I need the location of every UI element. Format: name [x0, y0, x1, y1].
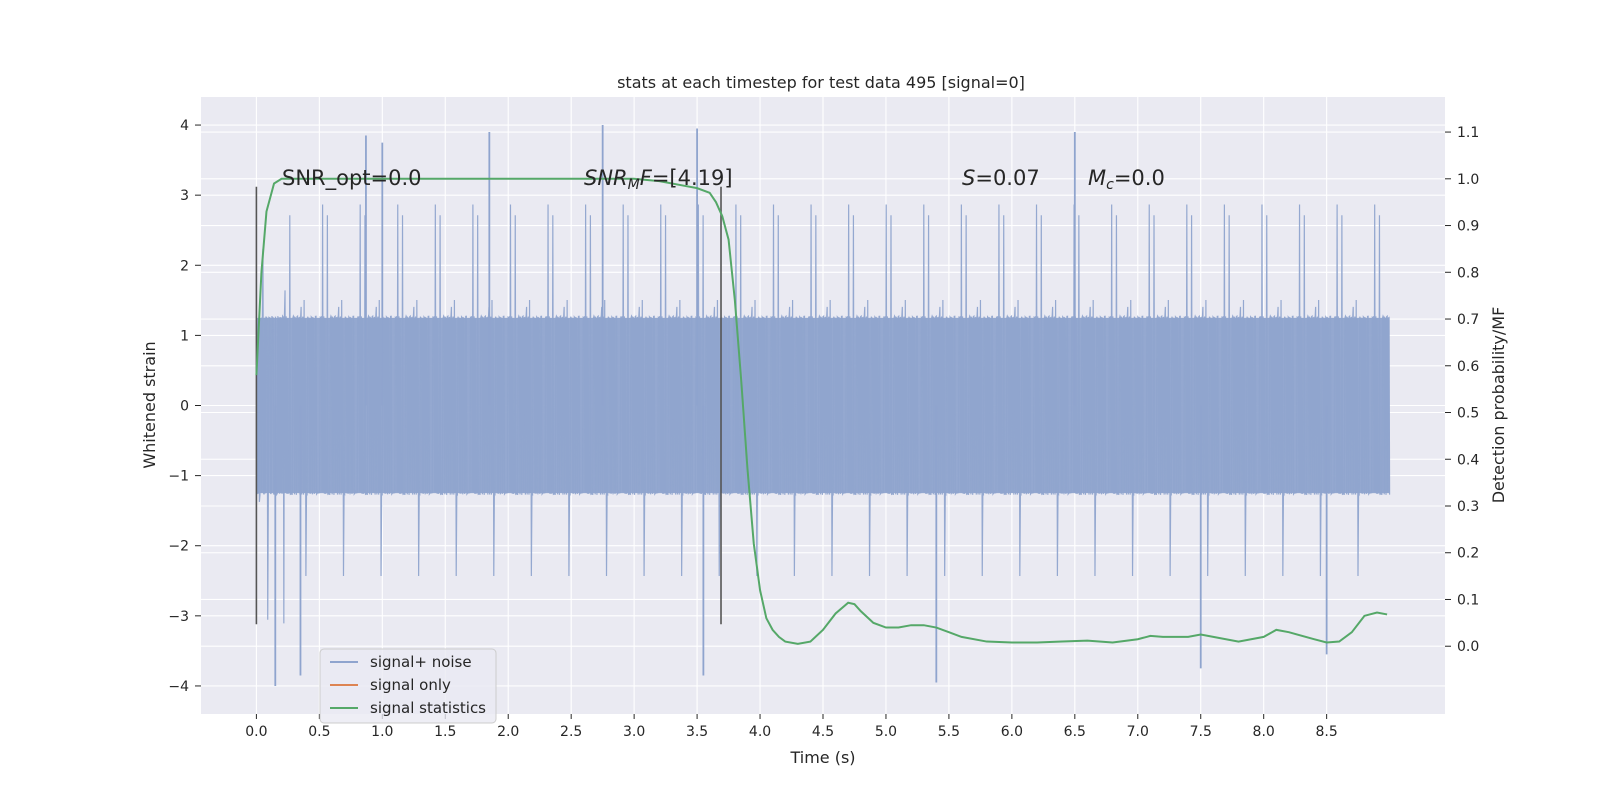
x-tick-label: 1.0 [371, 724, 393, 740]
x-tick-label: 5.0 [875, 724, 897, 740]
x-tick-label: 8.5 [1316, 724, 1338, 740]
right-tick-label: 0.1 [1457, 592, 1479, 608]
x-tick-label: 3.0 [623, 724, 645, 740]
right-tick-label: 0.4 [1457, 452, 1479, 468]
x-tick-label: 6.5 [1064, 724, 1086, 740]
legend-label-signal-statistics: signal statistics [370, 699, 486, 717]
left-tick-label: −2 [168, 539, 189, 555]
x-tick-label: 0.5 [308, 724, 330, 740]
right-axis-ticks: 1.1 1.0 0.9 0.8 0.7 0.6 0.5 0.4 0.3 0.2 0.1 0.0 [1445, 125, 1479, 655]
x-tick-label: 4.0 [749, 724, 771, 740]
right-tick-label: 0.5 [1457, 406, 1479, 422]
left-axis-ticks: 4 3 2 1 0 −1 −2 −3 −4 [168, 118, 201, 695]
right-tick-label: 0.9 [1457, 219, 1479, 235]
signal-statistics-line [255, 177, 1388, 645]
x-axis-label: Time (s) [789, 748, 855, 767]
right-tick-label: 0.7 [1457, 312, 1479, 328]
x-tick-label: 7.5 [1190, 724, 1212, 740]
x-tick-label: 7.0 [1127, 724, 1149, 740]
right-tick-label: 0.6 [1457, 359, 1479, 375]
x-tick-label: 1.5 [434, 724, 456, 740]
x-tick-label: 5.5 [938, 724, 960, 740]
annotation-mc: Mc=0.0 [1088, 166, 1165, 193]
annotation-mc-name: M [1088, 166, 1106, 190]
left-axis-label: Whitened strain [140, 341, 159, 468]
right-tick-label: 0.2 [1457, 546, 1479, 562]
annotation-snr-mf-tail: F [640, 166, 653, 190]
x-tick-label: 3.5 [686, 724, 708, 740]
vertical-markers [255, 186, 722, 625]
annotation-snr-mf-name: SNR [584, 166, 628, 190]
left-tick-label: −4 [168, 679, 189, 695]
right-axis-label: Detection probability/MF [1489, 307, 1508, 504]
legend-box [319, 648, 497, 724]
x-tick-label: 2.0 [497, 724, 519, 740]
series-signal-noise [255, 125, 1391, 686]
annotation-s: S=0.07 [962, 166, 1040, 190]
left-tick-label: 4 [180, 118, 189, 134]
left-tick-label: 3 [180, 188, 189, 204]
legend: signal+ noise signal only signal statist… [319, 648, 497, 724]
annotation-mc-value: =0.0 [1114, 166, 1165, 190]
x-tick-label: 2.5 [560, 724, 582, 740]
left-tick-label: −3 [168, 609, 189, 625]
noise-trace [255, 204, 1391, 624]
annotation-snr-mf-value: =[4.19] [652, 166, 733, 190]
legend-label-signal-only: signal only [370, 676, 451, 694]
annotation-s-value: =0.07 [975, 166, 1039, 190]
annotation-s-name: S [962, 166, 975, 190]
annotation-snr-mf-sub: M [628, 177, 640, 193]
x-tick-label: 0.0 [245, 724, 267, 740]
left-tick-label: −1 [168, 469, 189, 485]
annotation-snr-mf: SNRMF=[4.19] [584, 166, 733, 193]
right-tick-label: 0.0 [1457, 639, 1479, 655]
x-axis-ticks: 0.0 0.5 1.0 1.5 2.0 2.5 3.0 3.5 4.0 4.5 5.0 5.5 6.0 6… [245, 714, 1338, 740]
left-tick-label: 1 [180, 328, 189, 344]
x-tick-label: 6.0 [1001, 724, 1023, 740]
series-signal-statistics [255, 177, 1388, 645]
right-tick-label: 0.3 [1457, 499, 1479, 515]
right-tick-label: 1.0 [1457, 172, 1479, 188]
right-tick-label: 0.8 [1457, 265, 1479, 281]
chart-title: stats at each timestep for test data 495… [617, 73, 1025, 92]
annotation-mc-sub: c [1106, 177, 1114, 193]
left-tick-label: 2 [180, 258, 189, 274]
x-tick-label: 8.0 [1253, 724, 1275, 740]
left-tick-label: 0 [180, 399, 189, 415]
right-tick-label: 1.1 [1457, 125, 1479, 141]
x-tick-label: 4.5 [812, 724, 834, 740]
legend-label-signal-noise: signal+ noise [370, 653, 472, 671]
annotations: SNR_opt=0.0 SNRMF=[4.19] S=0.07 Mc=0.0 [282, 166, 1165, 193]
annotation-snr-opt: SNR_opt=0.0 [282, 166, 422, 191]
